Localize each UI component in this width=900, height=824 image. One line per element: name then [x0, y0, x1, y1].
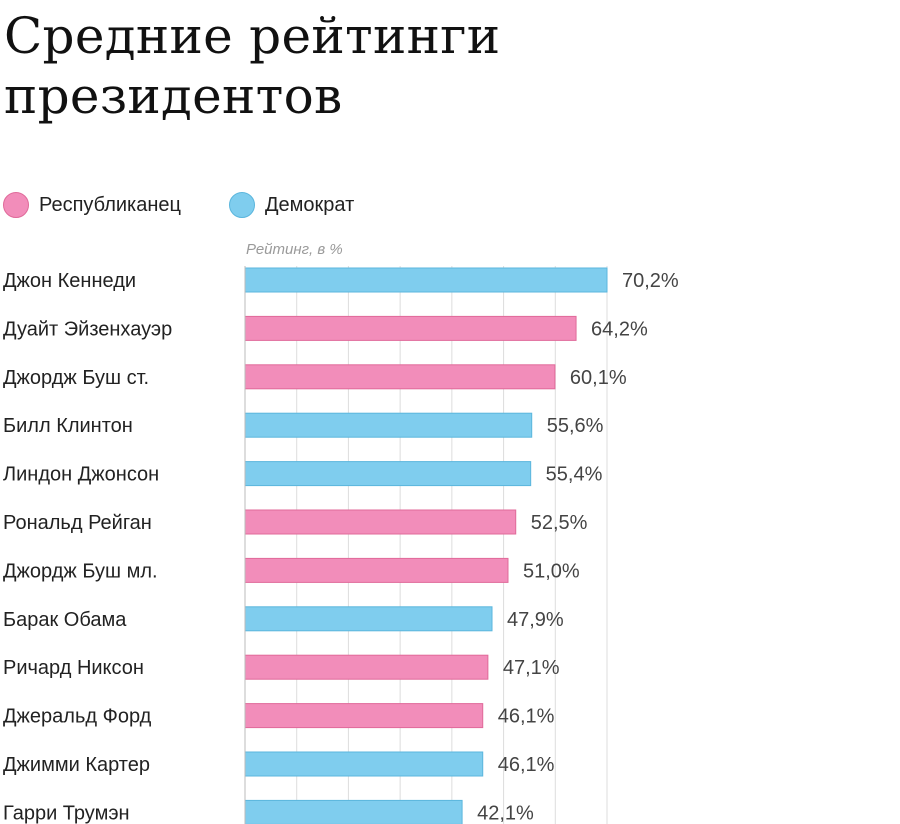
value-label: 46,1%	[498, 706, 555, 728]
category-label: Линдон Джонсон	[3, 464, 159, 486]
value-label: 70,2%	[622, 270, 679, 292]
value-label: 52,5%	[531, 512, 588, 534]
legend-item-republican: Республиканец	[3, 192, 181, 218]
value-label: 64,2%	[591, 318, 648, 340]
value-label: 47,1%	[503, 657, 560, 679]
category-label: Барак Обама	[3, 609, 127, 631]
bar-republican	[244, 364, 556, 390]
legend: Республиканец Демократ	[3, 192, 402, 218]
category-label: Джон Кеннеди	[3, 270, 136, 292]
republican-swatch	[3, 192, 29, 218]
value-label: 47,9%	[507, 609, 564, 631]
bar-republican	[244, 315, 577, 341]
bar-democrat	[244, 267, 608, 293]
bar-republican	[244, 654, 489, 680]
value-label: 42,1%	[477, 802, 534, 824]
category-label: Джеральд Форд	[3, 706, 152, 728]
bar-democrat	[244, 799, 463, 824]
bar-republican	[244, 557, 509, 583]
category-label: Ричард Никсон	[3, 657, 144, 679]
bar-republican	[244, 703, 484, 729]
value-label: 46,1%	[498, 754, 555, 776]
bar-democrat	[244, 751, 484, 777]
chart-title: Средние рейтинги президентов	[4, 7, 501, 125]
value-label: 55,6%	[547, 415, 604, 437]
bar-democrat	[244, 412, 533, 438]
value-label: 55,4%	[546, 464, 603, 486]
democrat-swatch	[228, 192, 255, 218]
category-label: Дуайт Эйзенхауэр	[3, 318, 172, 340]
legend-label-republican: Республиканец	[39, 193, 181, 216]
bar-democrat	[244, 461, 532, 487]
legend-label-democrat: Демократ	[264, 193, 355, 216]
legend-item-democrat: Демократ	[228, 192, 355, 218]
category-label: Билл Клинтон	[3, 415, 133, 437]
category-label: Джордж Буш мл.	[3, 560, 158, 582]
category-label: Джордж Буш ст.	[3, 367, 149, 389]
bar-democrat	[244, 606, 493, 632]
bar-republican	[244, 509, 517, 535]
category-label: Рональд Рейган	[3, 512, 152, 534]
category-label: Гарри Трумэн	[3, 802, 130, 824]
value-label: 51,0%	[523, 560, 580, 582]
value-label: 60,1%	[570, 367, 627, 389]
axis-label: Рейтинг, в %	[246, 241, 343, 258]
category-label: Джимми Картер	[3, 754, 150, 776]
